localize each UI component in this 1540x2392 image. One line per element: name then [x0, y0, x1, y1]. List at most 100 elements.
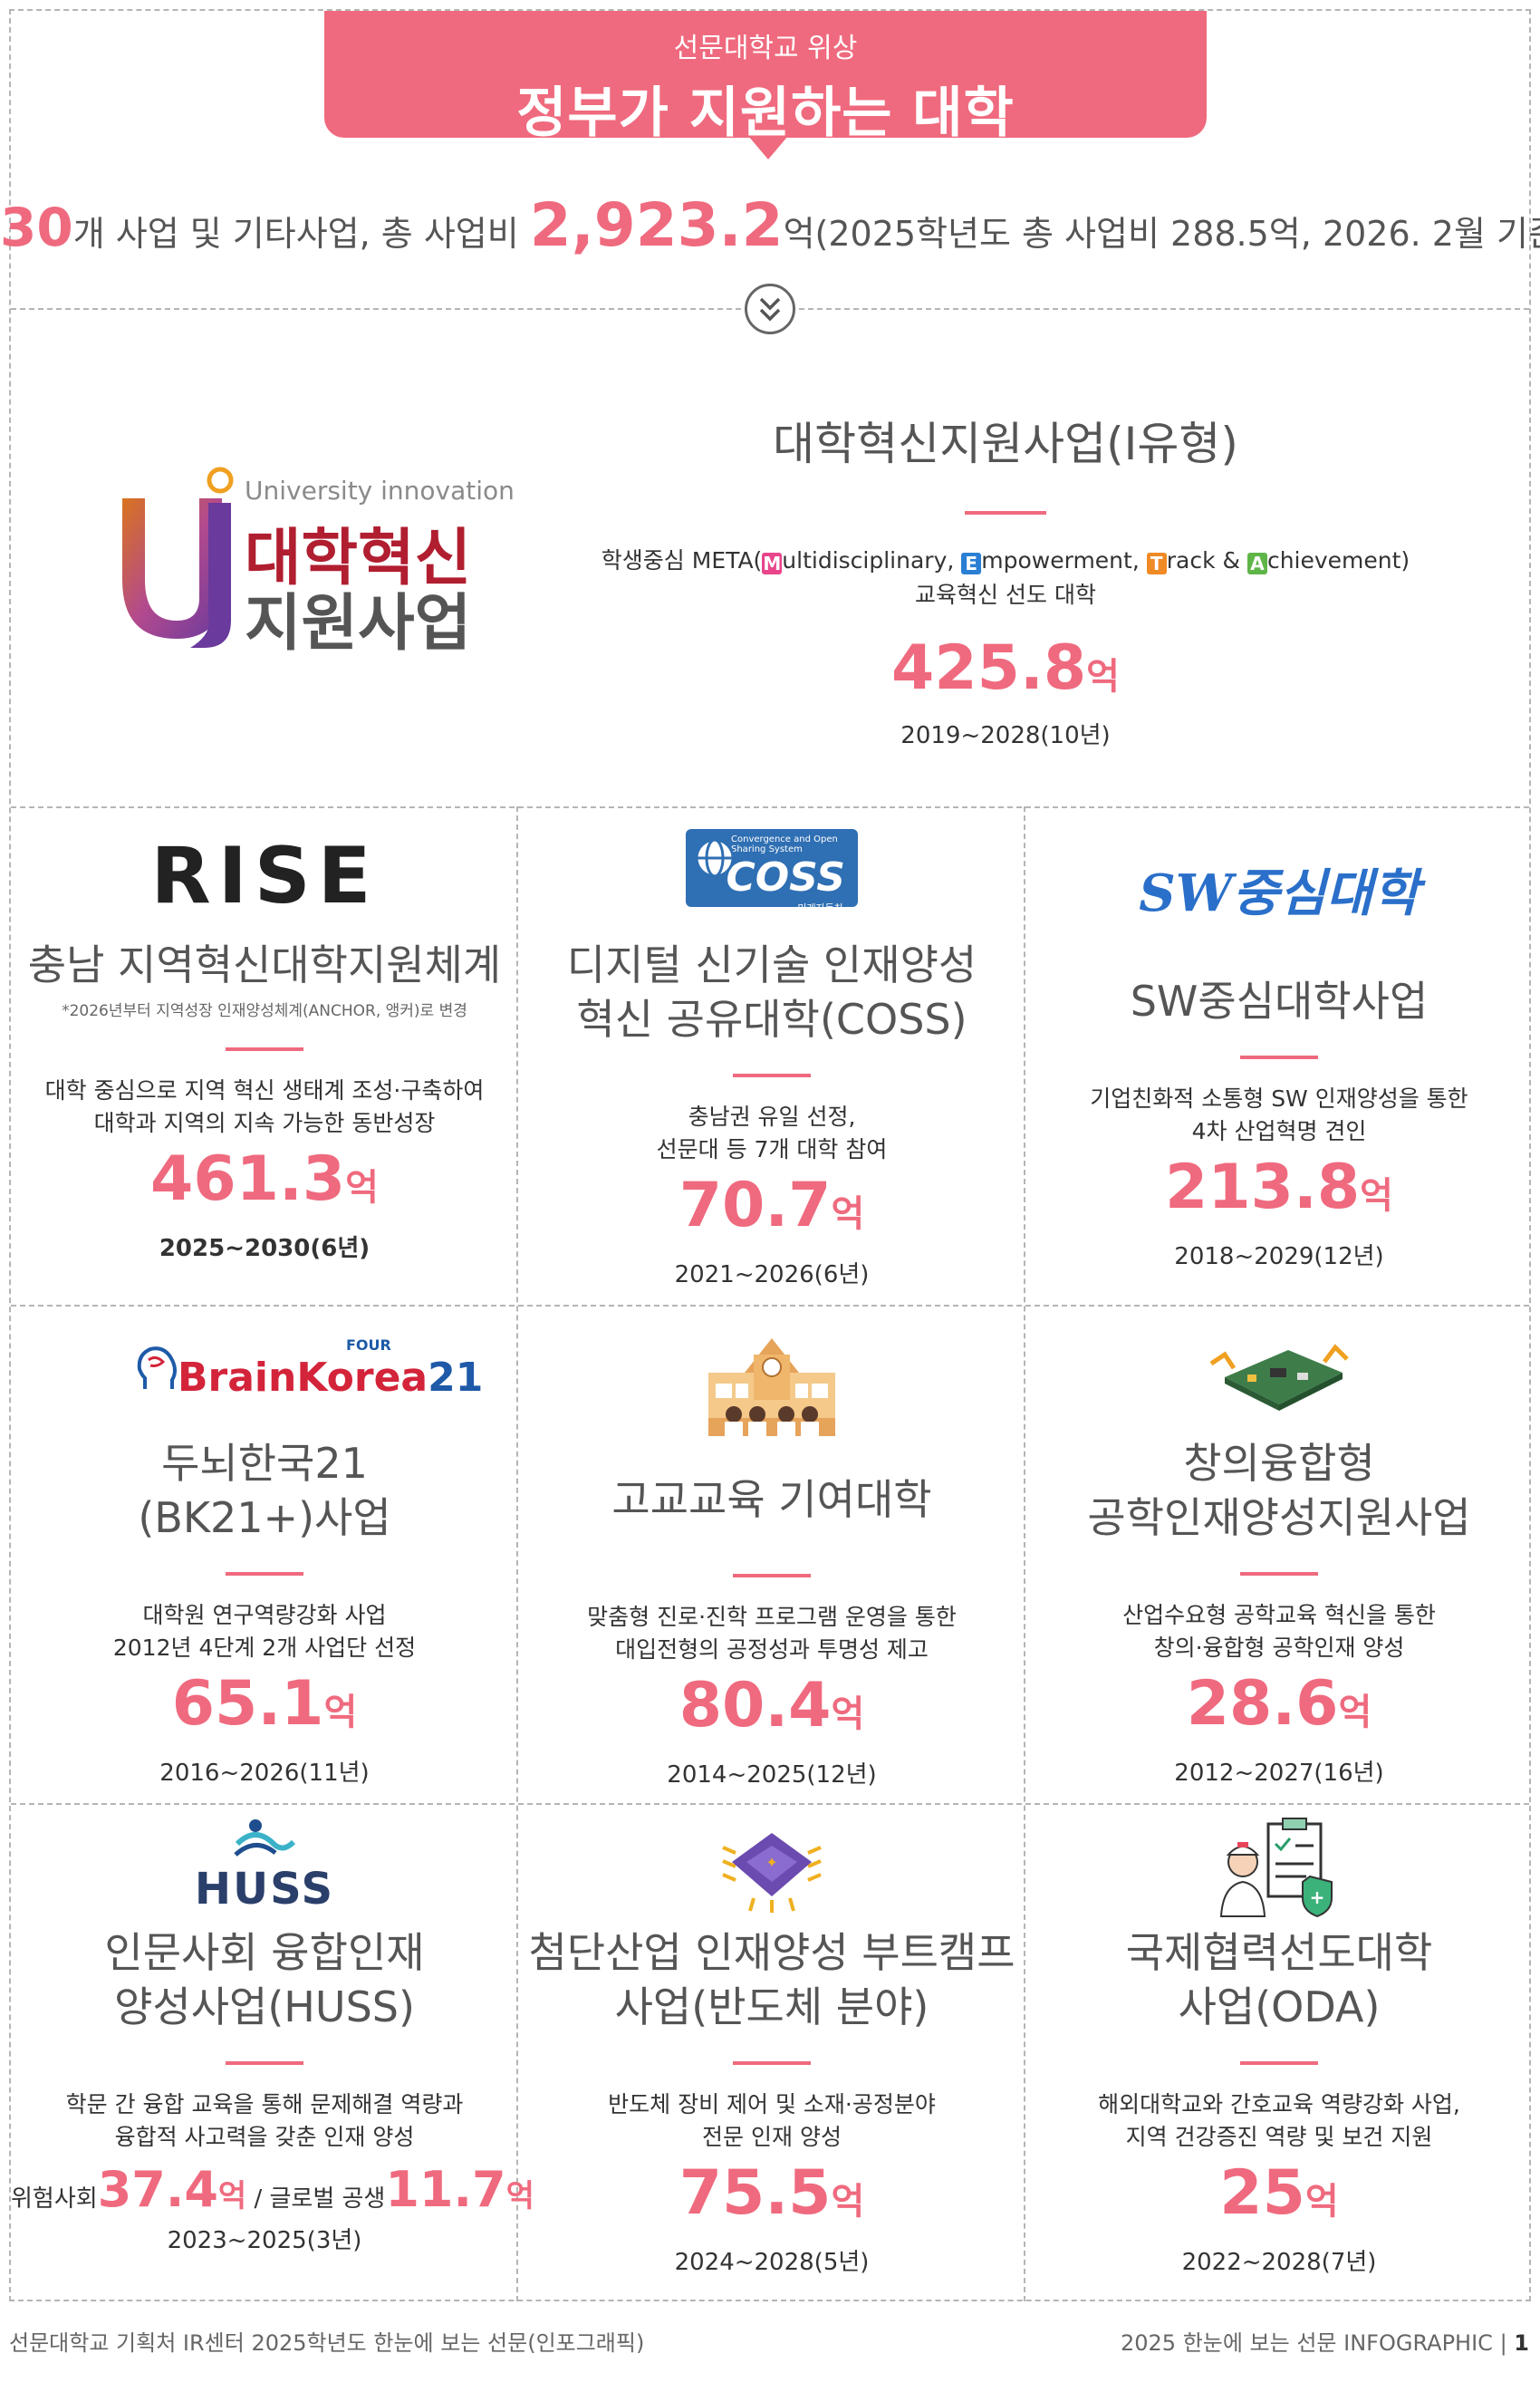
title-line: 혁신 공유대학(COSS) [576, 995, 967, 1044]
program-period: 2021~2026(6년) [674, 1261, 870, 1288]
program-title: SW중심대학사업 [1130, 977, 1429, 1026]
amount-value: 25 [1219, 2157, 1305, 2229]
huss-logo-text: HUSS [194, 1864, 335, 1915]
desc-line: 창의·융합형 공학인재 양성 [1153, 1635, 1405, 1661]
program-amount: 80.4억 [518, 1668, 1025, 1752]
program-description: 기업친화적 소통형 SW 인재양성을 통한 4차 산업혁명 견인 [1025, 1083, 1533, 1148]
program-huss: HUSS 인문사회 융합인재 양성사업(HUSS) 학문 간 융합 교육을 통해 … [11, 1817, 534, 2255]
meta-tag-a: A [1246, 553, 1267, 574]
program-period: 2016~2026(11년) [159, 1760, 370, 1787]
desc-line: 기업친화적 소통형 SW 인재양성을 통한 [1090, 1085, 1468, 1112]
page-number: 1 [1514, 2330, 1529, 2356]
amount-unit: 억 [1086, 656, 1120, 698]
page-frame [9, 9, 1531, 2301]
program-title: 첨단산업 인재양성 부트캠프 사업(반도체 분야) [518, 1925, 1025, 2034]
rise-logo: RISE [11, 829, 518, 938]
desc-text: 교육혁신 선도 대학 [915, 582, 1096, 608]
title-line: 인문사회 융합인재 [104, 1928, 425, 1977]
program-coss: Convergence and Open Sharing System COSS… [518, 829, 1025, 1289]
desc-line: 전문 인재 양성 [702, 2124, 842, 2150]
sw-logo-text: SW중심대학 [1139, 863, 1420, 923]
title-line: 사업(반도체 분야) [614, 1982, 929, 2031]
program-title: 디지털 신기술 인재양성 혁신 공유대학(COSS) [518, 938, 1025, 1046]
amount-unit: 억 [1338, 1692, 1372, 1733]
program-title: 고교교육 기여대학 [611, 1475, 932, 1524]
school-building-icon [708, 1338, 835, 1436]
amount-value: 425.8 [891, 632, 1087, 704]
summary-count: 30 [0, 197, 73, 258]
featured-program: 대학혁신지원사업(I유형) 학생중심 META(Multidisciplinar… [580, 408, 1431, 750]
amount-unit: 억 [1360, 1175, 1393, 1217]
bk-num: 21 [428, 1355, 484, 1401]
divider-line [11, 1305, 1529, 1307]
summary-total: 2,923.2 [529, 190, 784, 260]
bk21-logo: BrainKorea21 FOUR [11, 1327, 518, 1436]
title-line: 사업(ODA) [1178, 1982, 1381, 2031]
desc-text: rack & [1166, 547, 1247, 574]
program-title: 인문사회 융합인재 양성사업(HUSS) [11, 1925, 518, 2034]
bk21-logo-text: BrainKorea21 [178, 1355, 483, 1401]
program-period: 2025~2030(6년) [159, 1235, 371, 1262]
program-title: 충남 지역혁신대학지원체계 [27, 940, 502, 989]
desc-line: 산업수요형 공학교육 혁신을 통한 [1122, 1602, 1436, 1628]
footer-separator: | [1492, 2330, 1515, 2356]
meta-tag-e: E [961, 553, 982, 574]
desc-line: 학문 간 융합 교육을 통해 문제해결 역량과 [65, 2091, 464, 2117]
program-period: 2023~2025(3년) [167, 2227, 362, 2254]
svg-text:+: + [1310, 1886, 1325, 1908]
program-sw: SW중심대학 SW중심대학사업 기업친화적 소통형 SW 인재양성을 통한 4차 … [1025, 829, 1533, 1271]
program-amount: 213.8억 [1025, 1150, 1533, 1234]
title-line: (BK21+)사업 [138, 1493, 391, 1542]
coss-logo-box: Convergence and Open Sharing System COSS… [686, 829, 858, 914]
footer-label: 2025 한눈에 보는 선문 INFOGRAPHIC [1120, 2330, 1493, 2356]
footer-source: 선문대학교 기획처 IR센터 2025학년도 한눈에 보는 선문(인포그래픽) [9, 2330, 645, 2356]
desc-text: chievement) [1266, 547, 1410, 574]
school-logo [518, 1327, 1025, 1436]
meta-tag-t: T [1146, 553, 1167, 574]
amount-unit: 억 [831, 2181, 865, 2223]
amount-value: 213.8 [1165, 1152, 1361, 1223]
desc-line: 지역 건강증진 역량 및 보건 지원 [1125, 2124, 1433, 2150]
engineering-logo [1025, 1327, 1533, 1436]
title-line: 두뇌한국21 [161, 1439, 368, 1488]
program-period: 2014~2025(12년) [667, 1761, 877, 1789]
program-amount: 75.5억 [518, 2156, 1025, 2240]
globe-icon [695, 838, 735, 878]
bootcamp-logo: ✦ [518, 1817, 1025, 1925]
featured-period: 2019~2028(10년) [900, 722, 1111, 749]
featured-logo-subtitle: University innovation [245, 476, 515, 506]
amount-value: 70.7 [679, 1170, 832, 1241]
program-amount: 70.7억 [518, 1168, 1025, 1252]
desc-text: mpowerment, [981, 547, 1147, 574]
featured-logo-line2: 지원사업 [245, 588, 472, 660]
desc-line: 해외대학교와 간호교육 역량강화 사업, [1098, 2091, 1460, 2117]
double-chevron-down-icon [745, 284, 795, 334]
featured-title: 대학혁신지원사업(I유형) [773, 418, 1238, 470]
program-description: 대학 중심으로 지역 혁신 생태계 조성·구축하여 대학과 지역의 지속 가능한 … [11, 1075, 518, 1140]
sw-logo: SW중심대학 [1025, 829, 1533, 938]
program-note: *2026년부터 지역성장 인재양성체계(ANCHOR, 앵커)로 변경 [62, 1002, 467, 1020]
accent-bar [226, 1047, 303, 1051]
amount-value: 461.3 [150, 1143, 346, 1215]
coss-logo-top: Convergence and Open Sharing System [731, 834, 838, 854]
program-oda: + 국제협력선도대학 사업(ODA) 해외대학교와 간호교육 역량강화 사업, 지역… [1025, 1817, 1533, 2277]
bk-text: BrainKorea [178, 1355, 428, 1401]
desc-line: 2012년 4단계 2개 사업단 선정 [112, 1635, 417, 1661]
program-amount: 25억 [1025, 2156, 1533, 2240]
accent-bar [1240, 1056, 1318, 1059]
coss-logo: Convergence and Open Sharing System COSS… [518, 829, 1025, 938]
accent-bar [226, 2061, 303, 2065]
accent-bar [1240, 2061, 1318, 2065]
summary-text-1: 개 사업 및 기타사업, 총 사업비 [72, 214, 530, 254]
uj-logo-icon [122, 467, 234, 648]
rise-logo-text: RISE [150, 831, 379, 921]
svg-text:✦: ✦ [765, 1854, 777, 1871]
desc-line: 융합적 사고력을 갖춘 인재 양성 [114, 2124, 415, 2150]
amount-unit: 억 [345, 1167, 379, 1209]
amount-unit: 억 [505, 2178, 534, 2214]
featured-logo-line1: 대학혁신 [245, 523, 472, 594]
desc-text: ultidisciplinary, [782, 547, 962, 574]
desc-line: 맞춤형 진로·진학 프로그램 운영을 통한 [587, 1604, 957, 1630]
